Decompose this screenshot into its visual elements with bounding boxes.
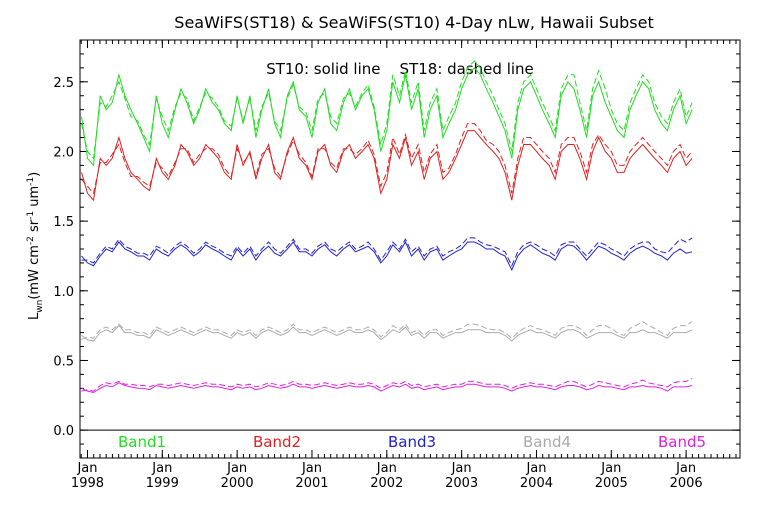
x-tick-year: 2006 [670, 476, 703, 491]
x-tick-month: Jan [675, 461, 696, 476]
x-tick-year: 1998 [71, 476, 104, 491]
series-band2-dashed-line [81, 123, 693, 195]
series-band3-dashed-line [81, 237, 693, 267]
series-band4-solid-line [81, 324, 693, 342]
ylabel-main: L [27, 312, 42, 320]
y-axis-label: Lwn(mW cm-2 sr-1 um-1) [26, 151, 45, 349]
line-style-annotation: ST10: solid line ST18: dashed line [266, 60, 534, 78]
y-tick-label: 2.5 [53, 76, 74, 91]
y-tick-label: 2.0 [53, 145, 74, 160]
ylabel-unit: (mW cm [27, 245, 42, 300]
x-tick-year: 2005 [595, 476, 628, 491]
x-tick-year: 2002 [370, 476, 403, 491]
chart-title: SeaWiFS(ST18) & SeaWiFS(ST10) 4-Day nLw,… [174, 13, 653, 32]
x-tick-year: 2001 [295, 476, 328, 491]
ylabel-mid1: sr [27, 219, 42, 236]
ylabel-exp2: -1 [26, 211, 36, 220]
legend-band4: Band4 [523, 433, 571, 451]
x-tick-month: Jan [451, 461, 472, 476]
y-tick-label: 0.0 [53, 424, 74, 439]
x-tick-month: Jan [226, 461, 247, 476]
series-band5-solid-line [81, 382, 693, 394]
plot-area: 0.00.51.01.52.02.5Jan1998Jan1999Jan2000J… [53, 39, 741, 491]
legend-band1: Band1 [118, 433, 166, 451]
ylabel-exp3: -1 [26, 177, 36, 186]
x-tick-year: 2004 [520, 476, 553, 491]
x-tick-year: 2000 [221, 476, 254, 491]
ylabel-sub: wn [35, 300, 45, 313]
ylabel-exp1: -2 [26, 236, 36, 245]
y-tick-label: 1.0 [53, 285, 74, 300]
series-band2-solid-line [81, 130, 693, 202]
series-band4-dashed-line [81, 320, 693, 341]
series-band1-solid-line [81, 67, 693, 167]
x-tick-year: 2003 [445, 476, 478, 491]
x-tick-month: Jan [525, 461, 546, 476]
legend-band2: Band2 [253, 433, 301, 451]
series-band5-dashed-line [81, 378, 693, 392]
y-tick-label: 0.5 [53, 354, 74, 369]
x-tick-month: Jan [600, 461, 621, 476]
x-tick-month: Jan [76, 461, 97, 476]
x-tick-year: 1999 [146, 476, 179, 491]
legend-band3: Band3 [388, 433, 436, 451]
x-tick-month: Jan [301, 461, 322, 476]
svg-text:Lwn(mW cm-2 sr-1 um-1): Lwn(mW cm-2 sr-1 um-1) [26, 151, 45, 349]
series-band1-dashed-line [81, 60, 693, 160]
y-tick-label: 1.5 [53, 215, 74, 230]
x-tick-month: Jan [151, 461, 172, 476]
x-tick-month: Jan [376, 461, 397, 476]
series-band3-solid-line [81, 240, 693, 272]
ylabel-close: ) [27, 172, 42, 177]
ylabel-mid2: um [27, 186, 42, 211]
legend-band5: Band5 [658, 433, 706, 451]
